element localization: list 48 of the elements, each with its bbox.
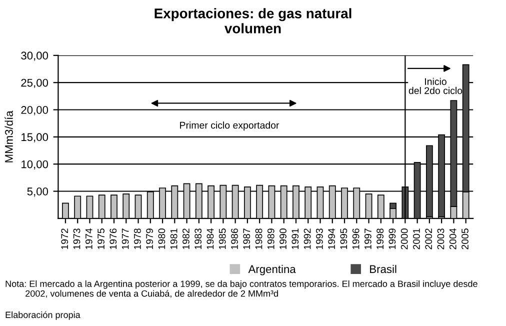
x-tick-label: 1978 (134, 228, 141, 250)
x-tick-label: 1986 (231, 228, 238, 250)
x-tick-label: 1993 (316, 228, 323, 250)
x-tick-label: 1973 (73, 228, 80, 250)
x-tick-label: 1989 (267, 228, 274, 250)
x-tick-label: 1992 (304, 228, 311, 250)
x-tick-label: 2000 (400, 228, 408, 250)
x-tick-label: 2002 (425, 228, 432, 250)
x-tick-label: 1985 (218, 228, 226, 250)
x-tick-label: 1994 (328, 228, 335, 250)
y-tick-label: 10,00 (22, 160, 48, 170)
legend-label: Argentina (248, 264, 296, 276)
annotation: Inicio del 2do ciclo (408, 78, 462, 94)
x-tick-label: 1974 (85, 228, 92, 250)
x-tick-label: 1990 (280, 228, 286, 250)
x-tick-label: 1977 (122, 228, 129, 250)
y-tick-label: 15,00 (22, 133, 48, 142)
y-tick-label: 30,00 (21, 52, 48, 61)
x-tick-label: 1980 (158, 228, 166, 250)
x-tick-label: 2004 (449, 228, 456, 250)
x-tick-label: 1999 (388, 228, 396, 250)
x-tick-label: 1996 (352, 228, 360, 250)
x-tick-label: 1972 (61, 228, 68, 250)
y-axis-title: MMm3/día (4, 110, 13, 162)
x-tick-label: 1997 (364, 228, 372, 250)
x-tick-label: 2003 (437, 228, 444, 250)
x-tick-label: 1987 (243, 228, 250, 250)
x-tick-label: 1979 (146, 228, 154, 250)
x-tick-label: 1995 (340, 228, 348, 250)
x-tick-label: 2001 (413, 228, 420, 250)
y-tick-label: 20,00 (21, 106, 48, 116)
y-tick-label: 5,00 (27, 188, 48, 197)
x-tick-label: 1975 (98, 228, 104, 250)
y-tick-label: 25,00 (21, 78, 48, 88)
x-tick-label: 1991 (292, 228, 299, 250)
x-tick-label: 1981 (170, 228, 178, 250)
x-tick-label: 1988 (255, 228, 262, 250)
x-tick-label: 1984 (206, 228, 214, 250)
legend-label: Brasil (370, 264, 396, 274)
x-tick-label: 2005 (462, 228, 468, 250)
text: Nota: El mercado a la Argentina posterior a 1999, se da bajo contratos temporarios. El mercado a Brasil incluye desde 2002, volumenes de venta a Cuiabá, de alrededor de 2 MMm³d (6, 280, 478, 298)
x-tick-label: 1998 (376, 228, 384, 250)
x-tick-label: 1982 (182, 228, 190, 250)
x-tick-label: 1983 (194, 228, 202, 250)
text: Elaboración propia (6, 311, 80, 320)
x-tick-label: 1976 (110, 228, 117, 250)
annotation: Primer ciclo exportador (180, 122, 280, 131)
chart-title: Exportaciones: de gas natural volumen (154, 8, 352, 34)
